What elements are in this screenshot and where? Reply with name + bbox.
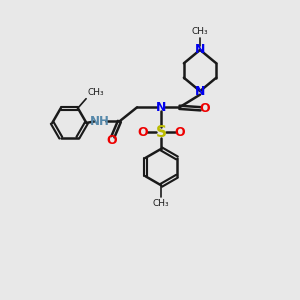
Text: N: N (195, 44, 205, 56)
Text: NH: NH (90, 115, 110, 128)
Text: O: O (200, 102, 210, 115)
Text: CH₃: CH₃ (88, 88, 104, 97)
Text: S: S (156, 125, 167, 140)
Text: O: O (138, 126, 148, 139)
Text: O: O (174, 126, 185, 139)
Text: N: N (156, 101, 166, 114)
Text: O: O (106, 134, 117, 147)
Text: CH₃: CH₃ (192, 27, 208, 36)
Text: N: N (195, 85, 205, 98)
Text: CH₃: CH₃ (153, 200, 169, 208)
